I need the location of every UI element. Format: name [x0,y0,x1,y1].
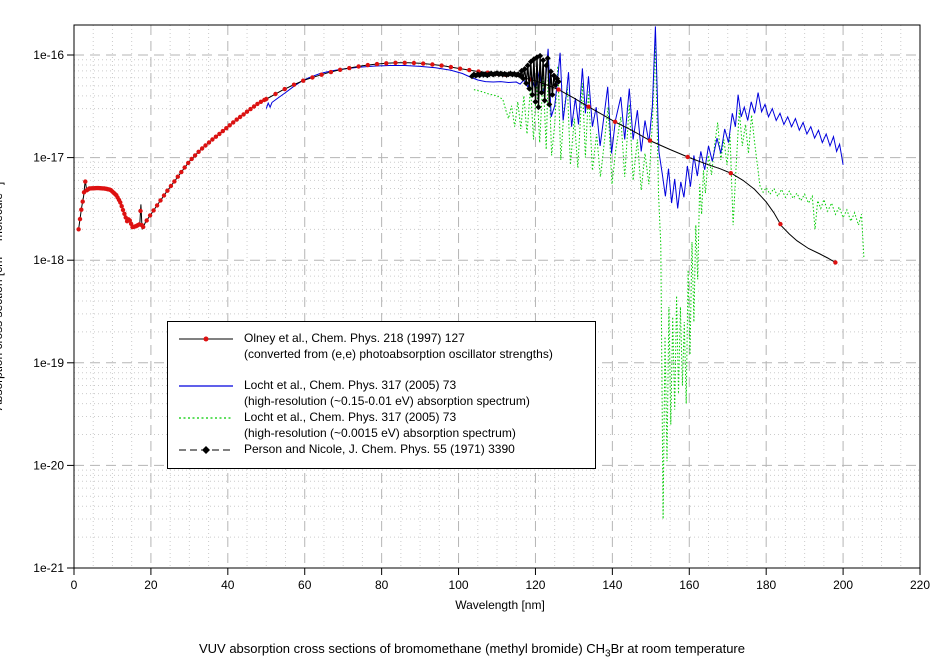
legend-entry-text: Olney et al., Chem. Phys. 218 (1997) 127… [244,331,553,361]
x-tick-label: 60 [298,578,312,592]
x-tick-label: 160 [679,578,699,592]
legend-entry-locht-high: Locht et al., Chem. Phys. 317 (2005) 73 … [168,409,595,441]
y-tick-label: 1e-20 [33,458,64,472]
x-tick-label: 100 [449,578,469,592]
y-tick-label: 1e-18 [33,253,64,267]
locht-high-swatch [168,409,244,423]
y-tick-label: 1e-17 [33,151,64,165]
x-tick-label: 140 [602,578,622,592]
y-tick-label: 1e-21 [33,561,64,575]
person-nicole-marker-sample [202,446,210,454]
grid-minor [74,25,920,568]
x-tick-label: 120 [525,578,545,592]
x-tick-label: 40 [221,578,235,592]
plot-canvas: 0 20 40 60 80 100 120 140 160 180 200 220 1e-16 1e-17… [33,24,930,592]
x-tick-label: 80 [375,578,389,592]
legend-entry-text: Locht et al., Chem. Phys. 317 (2005) 73 … [244,410,516,440]
x-tick-label: 20 [144,578,158,592]
series-locht_mid_res [265,26,844,209]
legend-entry-text: Locht et al., Chem. Phys. 317 (2005) 73 … [244,378,530,408]
series-olney [76,60,838,265]
axis-tick-labels: 0 20 40 60 80 100 120 140 160 180 200 220 1e-16 1e-17… [33,48,930,592]
y-tick-label: 1e-16 [33,48,64,62]
x-tick-label: 0 [71,578,78,592]
locht-mid-swatch [168,377,244,391]
legend-entry-text: Person and Nicole, J. Chem. Phys. 55 (19… [244,442,515,456]
x-axis-label: Wavelength [nm] [455,598,545,612]
x-tick-label: 180 [756,578,776,592]
series-person_nicole [469,52,562,111]
legend-entry-olney: Olney et al., Chem. Phys. 218 (1997) 127… [168,330,595,362]
legend-entry-person-nicole: Person and Nicole, J. Chem. Phys. 55 (19… [168,441,595,457]
legend-entry-locht-mid: Locht et al., Chem. Phys. 317 (2005) 73 … [168,377,595,409]
x-tick-label: 220 [910,578,930,592]
series-locht_high_res [473,41,865,520]
person-nicole-swatch [168,441,244,455]
x-tick-label: 200 [833,578,853,592]
olney-marker-sample [203,336,209,342]
plot-border [73,24,921,569]
y-tick-label: 1e-19 [33,356,64,370]
caption: VUV absorption cross sections of bromome… [198,641,745,660]
legend: Olney et al., Chem. Phys. 218 (1997) 127… [167,321,596,469]
series-layer [76,26,865,520]
chart: 0 20 40 60 80 100 120 140 160 180 200 220 1e-16 1e-17… [0,24,930,612]
y-axis-label: Absorption cross section [cm2 · molecule… [0,182,5,411]
grid-major [74,25,920,568]
olney-swatch [168,330,244,344]
axis-ticks [67,54,921,575]
